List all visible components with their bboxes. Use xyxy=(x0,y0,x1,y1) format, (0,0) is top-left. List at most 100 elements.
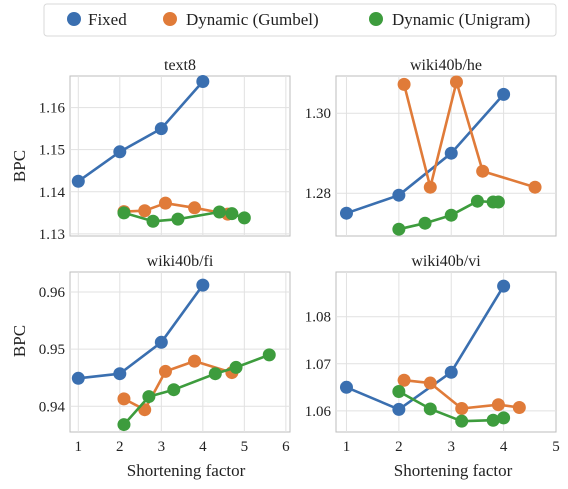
data-point xyxy=(397,77,411,91)
data-point xyxy=(486,413,500,427)
data-point xyxy=(146,214,160,228)
series-fixed xyxy=(71,278,210,385)
data-point xyxy=(339,206,353,220)
data-point xyxy=(225,207,239,221)
data-point xyxy=(339,380,353,394)
y-tick-label: 0.96 xyxy=(39,285,66,301)
series-fixed xyxy=(71,74,210,188)
data-point xyxy=(392,188,406,202)
data-point xyxy=(154,335,168,349)
data-point xyxy=(113,367,127,381)
y-tick-label: 1.13 xyxy=(39,227,65,243)
data-point xyxy=(212,205,226,219)
data-point xyxy=(158,196,172,210)
panel-text8: text8 1.13 1.14 1.15 1.16 xyxy=(39,57,291,243)
data-point xyxy=(418,216,432,230)
y-tick-label: 1.08 xyxy=(305,310,331,326)
panel-title: wiki40b/vi xyxy=(411,253,481,270)
data-point xyxy=(491,398,505,412)
data-point xyxy=(138,204,152,218)
panel-title: wiki40b/fi xyxy=(147,253,214,270)
data-point xyxy=(117,206,131,220)
y-tick-label: 1.07 xyxy=(305,357,332,373)
series-dynamic-unigram xyxy=(117,348,276,432)
data-point xyxy=(71,174,85,188)
data-point xyxy=(208,367,222,381)
data-point xyxy=(470,194,484,208)
series-fixed xyxy=(339,279,511,416)
legend-marker-unigram xyxy=(369,12,383,26)
x-tick-label: 3 xyxy=(158,439,166,455)
data-point xyxy=(117,418,131,432)
y-tick-label: 1.16 xyxy=(39,101,66,117)
series-dynamic-unigram xyxy=(392,385,511,428)
series-fixed xyxy=(339,87,511,220)
data-point xyxy=(392,222,406,236)
data-point xyxy=(188,354,202,368)
data-point xyxy=(196,74,210,88)
legend-label-unigram: Dynamic (Unigram) xyxy=(392,10,530,29)
plot-area xyxy=(69,271,291,433)
y-tick-label: 1.14 xyxy=(39,185,66,201)
series-line xyxy=(346,93,505,215)
series-line xyxy=(77,80,204,183)
x-axis-label-right: Shortening factor xyxy=(394,461,513,480)
x-tick-label: 5 xyxy=(552,439,560,455)
data-point xyxy=(423,402,437,416)
x-tick-label: 3 xyxy=(447,439,455,455)
series-line xyxy=(78,284,204,380)
x-axis-label-left: Shortening factor xyxy=(127,461,246,480)
series-dynamic-unigram xyxy=(117,205,251,228)
data-point xyxy=(158,364,172,378)
panel-wiki40b-he: wiki40b/he 1.28 1.30 xyxy=(305,57,557,237)
data-point xyxy=(188,201,202,215)
data-point xyxy=(262,348,276,362)
panel-title: text8 xyxy=(164,57,196,74)
legend-marker-fixed xyxy=(67,12,81,26)
series-dynamic-gumbel xyxy=(397,75,542,194)
data-point xyxy=(397,373,411,387)
legend-box xyxy=(43,3,557,37)
y-tick-label: 0.95 xyxy=(39,342,65,358)
x-tick-label: 5 xyxy=(241,439,249,455)
data-point xyxy=(455,401,469,415)
data-point xyxy=(229,360,243,374)
data-point xyxy=(512,401,526,415)
data-point xyxy=(497,411,511,425)
legend-label-gumbel: Dynamic (Gumbel) xyxy=(186,10,319,29)
y-axis-label-top: BPC xyxy=(10,150,29,182)
data-point xyxy=(444,208,458,222)
series-dynamic-unigram xyxy=(392,194,505,236)
x-tick-label: 4 xyxy=(199,439,207,455)
data-point xyxy=(528,180,542,194)
plot-area xyxy=(69,75,291,237)
x-tick-label: 6 xyxy=(282,439,290,455)
legend-marker-gumbel xyxy=(163,12,177,26)
x-tick-label: 2 xyxy=(116,439,124,455)
panel-wiki40b-vi: wiki40b/vi 1.06 1.07 1.08 1 2 3 4 5 xyxy=(305,253,560,455)
data-point xyxy=(476,164,490,178)
data-point xyxy=(444,365,458,379)
data-point xyxy=(71,371,85,385)
y-tick-label: 1.06 xyxy=(305,404,332,420)
data-point xyxy=(455,414,469,428)
data-point xyxy=(142,390,156,404)
data-point xyxy=(444,146,458,160)
data-point xyxy=(423,180,437,194)
y-axis-label-bottom: BPC xyxy=(10,325,29,357)
data-point xyxy=(497,279,511,293)
panel-title: wiki40b/he xyxy=(410,57,482,74)
x-tick-label: 2 xyxy=(395,439,403,455)
data-point xyxy=(392,385,406,399)
y-tick-label: 0.94 xyxy=(39,399,66,415)
data-point xyxy=(154,122,168,136)
data-point xyxy=(171,212,185,226)
y-tick-label: 1.30 xyxy=(305,106,331,122)
series-dynamic-gumbel xyxy=(397,373,526,415)
data-point xyxy=(117,392,131,406)
x-tick-label: 1 xyxy=(343,439,351,455)
legend: Fixed Dynamic (Gumbel) Dynamic (Unigram) xyxy=(43,3,557,37)
data-point xyxy=(167,383,181,397)
y-tick-label: 1.28 xyxy=(305,186,331,202)
